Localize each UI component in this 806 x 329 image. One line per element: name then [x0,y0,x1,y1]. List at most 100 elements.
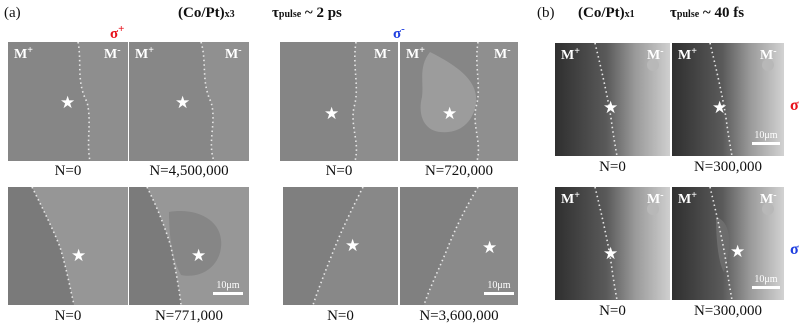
m-minus-label: M- [104,45,121,62]
star-icon: ★ [324,104,340,123]
panel-a-tau: τpulse ~ 2 ps [272,6,342,21]
moke-image: ★ 10μm [400,187,518,305]
m-sup: - [387,45,391,56]
m-text: M [494,47,508,62]
moke-image: ★ 10μm [129,187,249,305]
sample-sub: x3 [224,9,235,20]
sigma-sup: + [118,23,125,35]
m-plus-label: M+ [135,45,154,62]
m-plus-label: M+ [14,45,33,62]
sigma-plus-label: σ [790,97,799,114]
sigma-minus-label: σ [790,241,799,258]
moke-image: M+ M- ★ [555,187,670,300]
scale-bar: 10μm [752,275,780,289]
frame-caption: N=0 [599,303,626,319]
m-plus-label: M+ [561,190,580,207]
star-icon: ★ [482,238,498,257]
scale-bar: 10μm [213,281,243,295]
m-sup: - [507,45,511,56]
panel-a-sample: (Co/Pt)x3 [178,6,235,21]
m-minus-label: M- [760,46,777,63]
m-minus-label: M- [225,45,242,62]
m-sup: - [773,46,777,57]
m-plus-label: M+ [678,190,697,207]
panel-b-label: (b) [537,5,555,21]
sigma-plus-label: σ+ [110,24,124,42]
moke-image: M+ M- ★ 10μm [672,187,784,300]
m-minus-label: M- [647,46,664,63]
sigma-symbol: σ [393,26,402,42]
star-icon: ★ [345,236,361,255]
tau-sub: pulse [676,9,700,20]
frame-caption: N=771,000 [154,308,224,324]
frame-caption: N=720,000 [424,163,494,179]
tau-value: ~ 40 fs [699,5,745,21]
star-icon: ★ [191,246,207,265]
frame-caption: N=4,500,000 [149,163,229,179]
moke-image: M+ M- ★ [555,43,670,156]
m-sup: + [419,45,425,56]
frame-caption: N=0 [327,308,354,324]
m-text: M [374,47,388,62]
frame-caption: N=3,600,000 [419,308,499,324]
m-sup: + [691,190,697,201]
m-sup: + [574,190,580,201]
sigma-symbol: σ [110,26,119,42]
star-icon: ★ [60,93,76,112]
tau-symbol: τ [670,5,677,21]
m-text: M [561,48,575,63]
m-text: M [561,192,575,207]
scale-bar: 10μm [484,281,514,295]
m-sup: - [660,190,664,201]
frame-caption: N=0 [325,163,353,179]
panel-b-tau: τpulse ~ 40 fs [670,6,744,21]
tau-value: ~ 2 ps [301,5,342,21]
frame-caption: N=0 [599,159,626,175]
scale-bar-label: 10μm [487,280,511,291]
star-icon: ★ [175,93,191,112]
m-minus-label: M- [374,45,391,62]
m-sup: + [27,45,33,56]
m-plus-label: M+ [561,47,580,63]
m-plus-label: M+ [406,45,425,62]
m-text: M [760,48,774,63]
scale-bar-label: 10μm [754,130,778,141]
tau-sub: pulse [278,9,302,20]
m-sup: - [238,45,242,56]
sample-text: (Co/Pt) [578,5,625,21]
moke-image: M+ M- ★ [129,42,249,161]
frame-caption: N=300,000 [693,159,763,175]
frame-caption: N=0 [54,163,82,179]
m-sup: - [117,45,121,56]
m-text: M [678,192,692,207]
moke-image: ★ [283,187,398,305]
moke-image: M- ★ [280,42,398,161]
scale-bar: 10μm [752,131,780,145]
scale-bar-label: 10μm [754,274,778,285]
panel-b-sample: (Co/Pt)x1 [578,6,635,21]
scale-bar-line [752,286,780,289]
m-minus-label: M- [647,190,664,207]
m-sup: + [691,46,697,57]
m-text: M [678,48,692,63]
moke-image: ★ [8,187,128,305]
moke-image: M+ M- ★ [400,42,518,161]
tau-symbol: τ [272,5,279,21]
sample-sub: x1 [624,9,635,20]
scale-bar-line [484,292,514,295]
m-minus-label: M- [494,45,511,62]
scale-bar-line [752,142,780,145]
star-icon: ★ [442,104,458,123]
sigma-minus-label: σ- [393,24,405,42]
m-sup: - [660,46,664,57]
scale-bar-label: 10μm [216,280,240,291]
star-icon: ★ [603,244,619,263]
frame-caption: N=0 [54,308,82,324]
star-icon: ★ [603,98,619,117]
m-sup: + [148,45,154,56]
m-sup: - [773,190,777,201]
moke-image: M+ M- ★ 10μm [672,43,784,156]
m-text: M [225,47,239,62]
star-icon: ★ [712,98,728,117]
panel-a-label: (a) [4,5,21,21]
